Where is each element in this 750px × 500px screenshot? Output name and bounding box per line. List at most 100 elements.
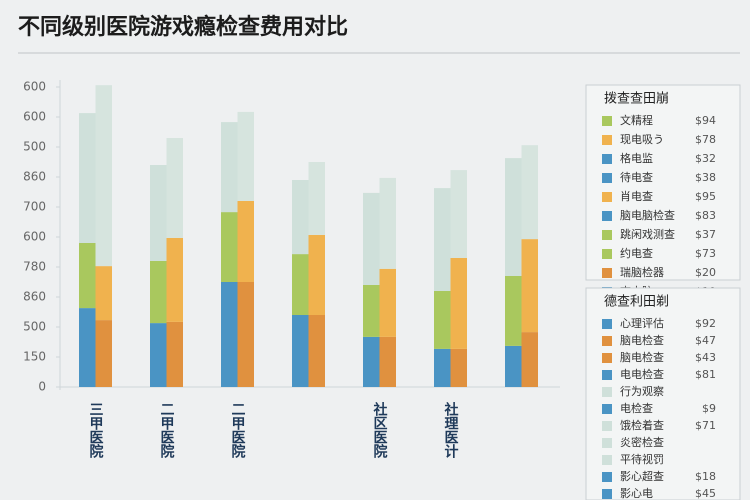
bar-segment <box>237 282 254 387</box>
bar-segment <box>521 332 538 387</box>
legend-label: 饿检着查 <box>620 418 664 432</box>
y-tick-label: 500 <box>23 140 46 154</box>
legend-swatch <box>602 455 612 465</box>
y-tick-label: 860 <box>23 170 46 184</box>
bar-segment <box>308 162 325 235</box>
x-tick-label: 社理医计 <box>443 401 460 459</box>
legend-price: $81 <box>695 368 716 381</box>
legend-label: 现电吸う <box>620 133 664 146</box>
bar-segment <box>450 348 467 387</box>
legend-label: 待电查 <box>620 170 653 184</box>
bar-segment <box>292 315 309 387</box>
legend-price: $78 <box>695 133 716 146</box>
bar-segment <box>363 192 380 285</box>
legend-swatch <box>602 173 612 183</box>
legend-swatch <box>602 192 612 202</box>
bar-segment <box>221 282 238 387</box>
bar-segment <box>521 239 538 333</box>
legend-swatch <box>602 336 612 346</box>
legend-price: $47 <box>695 334 716 347</box>
y-tick-label: 150 <box>23 350 46 364</box>
legend-price: $43 <box>695 351 716 364</box>
legend-swatch <box>602 249 612 259</box>
legend-title: 德查利田剃 <box>604 295 669 310</box>
legend-price: $94 <box>695 114 716 127</box>
bar-segment <box>379 336 396 387</box>
bar-segment <box>308 234 325 315</box>
bar-segment <box>221 212 238 282</box>
y-tick-label: 700 <box>23 200 46 214</box>
legend-price: $18 <box>695 470 716 483</box>
legend-swatch <box>602 268 612 278</box>
bar-segment <box>150 165 167 261</box>
bar-segment <box>450 170 467 258</box>
legend-title: 拨查查田崩 <box>604 92 669 107</box>
legend-price: $32 <box>695 152 716 165</box>
bar-segment <box>95 266 112 321</box>
bar-segment <box>379 268 396 337</box>
bar-segment <box>505 158 522 276</box>
legend-label: 脑电脑检查 <box>620 208 675 222</box>
bar-segment <box>450 258 467 349</box>
legend-label: 约电查 <box>620 246 653 260</box>
y-tick-label: 0 <box>38 380 46 394</box>
bar-segment <box>521 145 538 240</box>
bar-segment <box>95 85 112 267</box>
x-tick-label: 二甲医院 <box>230 402 246 459</box>
legend-label: 文精程 <box>620 113 653 127</box>
legend-label: 炎密检查 <box>620 435 664 449</box>
legend-label: 心理评估 <box>620 317 664 330</box>
legend-price: $95 <box>695 190 716 203</box>
legend-swatch <box>602 135 612 145</box>
legend-label: 肖电查 <box>620 189 653 203</box>
bar-segment <box>379 177 396 269</box>
bar-segment <box>95 320 112 387</box>
legend-price: $71 <box>695 419 716 432</box>
legend-swatch <box>602 387 612 397</box>
legend-label: 格电监 <box>620 151 653 165</box>
bar-segment <box>79 113 96 243</box>
y-tick-label: 600 <box>23 230 46 244</box>
legend-swatch <box>602 489 612 499</box>
bar-segment <box>166 321 183 387</box>
legend-swatch <box>602 353 612 363</box>
y-tick-label: 500 <box>23 320 46 334</box>
legend-swatch <box>602 211 612 221</box>
legend-label: 电电检查 <box>620 367 664 381</box>
x-tick-label: 三甲医院 <box>88 402 104 459</box>
y-tick-label: 600 <box>23 80 46 94</box>
bar-segment <box>505 276 522 346</box>
legend-swatch <box>602 438 612 448</box>
legend-price: $20 <box>695 266 716 279</box>
legend-label: 脑电检查 <box>620 333 664 347</box>
y-tick-label: 780 <box>23 260 46 274</box>
legend-price: $38 <box>695 171 716 184</box>
legend-price: $83 <box>695 209 716 222</box>
legend-price: $37 <box>695 228 716 241</box>
bar-segment <box>79 308 96 387</box>
legend-price: $45 <box>695 487 716 500</box>
legend-swatch <box>602 154 612 164</box>
legend-swatch <box>602 472 612 482</box>
legend-label: 行为观察 <box>620 384 664 398</box>
x-tick-label: 社区医院 <box>372 401 389 459</box>
bar-segment <box>166 237 183 322</box>
legend-swatch <box>602 319 612 329</box>
chart-title: 不同级别医院游戏瘾检查费用对比 <box>18 14 348 40</box>
bar-segment <box>434 291 451 349</box>
legend-price: $73 <box>695 247 716 260</box>
legend-label: 瑞脑检器 <box>620 265 664 279</box>
legend-swatch <box>602 421 612 431</box>
legend-label: 电检查 <box>620 401 653 415</box>
bar-segment <box>308 315 325 387</box>
legend-label: 脑电检查 <box>620 350 664 364</box>
legend-swatch <box>602 404 612 414</box>
bar-segment <box>221 122 238 213</box>
bar-segment <box>434 188 451 291</box>
bar-segment <box>166 138 183 238</box>
legend-swatch <box>602 230 612 240</box>
bar-segment <box>79 243 96 309</box>
bar-segment <box>363 285 380 337</box>
